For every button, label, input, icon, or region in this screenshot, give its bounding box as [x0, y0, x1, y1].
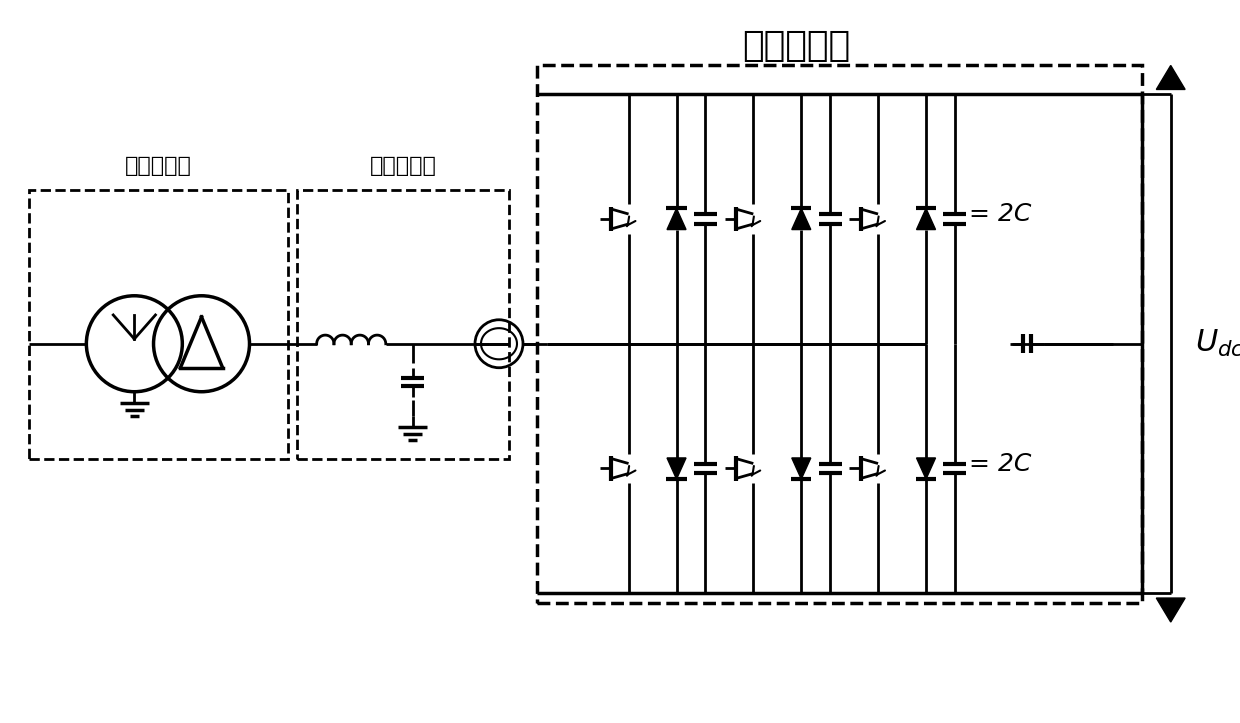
Text: 交流滤波器: 交流滤波器 [370, 156, 436, 176]
Polygon shape [792, 458, 811, 479]
Text: 换流变压器: 换流变压器 [125, 156, 192, 176]
Polygon shape [1157, 598, 1185, 622]
Polygon shape [792, 208, 811, 230]
Bar [537, 66, 1142, 603]
Polygon shape [667, 208, 686, 230]
Text: = 2C: = 2C [970, 452, 1032, 476]
Polygon shape [916, 458, 935, 479]
Polygon shape [667, 458, 686, 479]
Bar [29, 190, 288, 459]
Text: 换流主回路: 换流主回路 [743, 29, 851, 64]
Polygon shape [916, 208, 935, 230]
Bar [298, 190, 508, 459]
Polygon shape [1157, 66, 1185, 90]
Text: = 2C: = 2C [970, 202, 1032, 226]
Text: $U_{dc}$: $U_{dc}$ [1194, 328, 1240, 359]
